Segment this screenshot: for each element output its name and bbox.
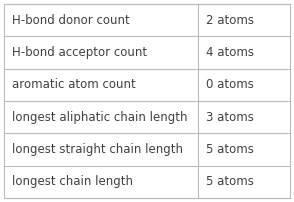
Text: H-bond donor count: H-bond donor count bbox=[12, 14, 130, 27]
Text: 5 atoms: 5 atoms bbox=[206, 143, 254, 156]
Text: longest straight chain length: longest straight chain length bbox=[12, 143, 183, 156]
Text: H-bond acceptor count: H-bond acceptor count bbox=[12, 46, 147, 59]
Text: 4 atoms: 4 atoms bbox=[206, 46, 255, 59]
Text: 2 atoms: 2 atoms bbox=[206, 14, 255, 27]
Text: aromatic atom count: aromatic atom count bbox=[12, 78, 136, 91]
Text: 3 atoms: 3 atoms bbox=[206, 111, 254, 124]
Text: longest chain length: longest chain length bbox=[12, 175, 133, 188]
Text: 0 atoms: 0 atoms bbox=[206, 78, 254, 91]
Text: longest aliphatic chain length: longest aliphatic chain length bbox=[12, 111, 188, 124]
Text: 5 atoms: 5 atoms bbox=[206, 175, 254, 188]
